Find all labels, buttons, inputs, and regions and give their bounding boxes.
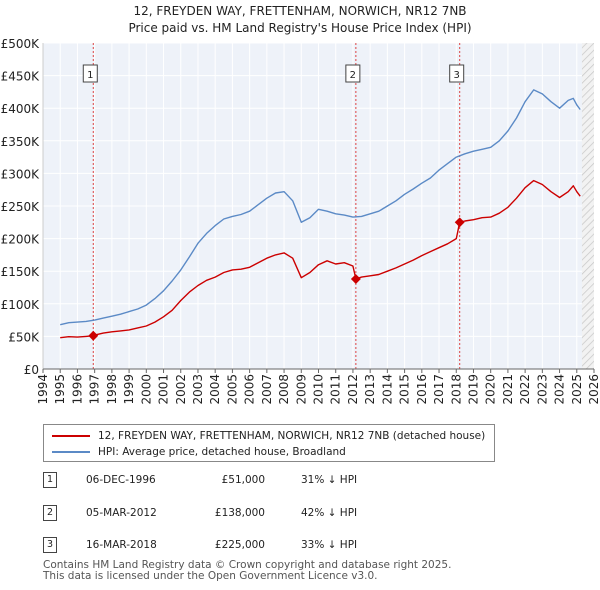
sale-number-badge: 2 [43,505,57,521]
sale-point [454,217,465,228]
x-tick-label: 2017 [432,374,446,405]
y-tick-label: £100K [1,298,41,312]
sale-point [350,274,361,284]
sale-label-box [82,64,98,83]
x-tick-label: 2014 [380,374,394,405]
y-tick-label: £500K [1,37,41,51]
sale-row: 1 06-DEC-1996 £51,000 31% ↓ HPI [43,472,463,490]
x-tick-label: 2000 [139,374,153,405]
sale-label-box [345,64,361,83]
legend-label-property: 12, FREYDEN WAY, FRETTENHAM, NORWICH, NR… [98,430,486,442]
x-tick-label: 2004 [208,374,222,405]
legend-swatch-hpi [52,451,90,453]
x-tick-label: 2018 [449,374,463,405]
footer-copyright: Contains HM Land Registry data © Crown c… [43,559,452,571]
sale-label-number: 2 [350,70,356,81]
x-tick-label: 1998 [105,374,119,405]
sale-price: £225,000 [214,539,265,551]
y-tick-label: £400K [1,102,41,116]
x-tick-label: 1995 [53,374,67,405]
footer-licence: This data is licensed under the Open Gov… [43,570,378,582]
sale-label-box [449,64,465,83]
x-tick-label: 2009 [294,374,308,405]
x-tick-label: 2020 [484,374,498,405]
y-tick-label: £0 [24,363,39,377]
x-tick-label: 2007 [260,374,274,405]
x-tick-label: 2011 [329,374,343,405]
sale-date: 06-DEC-1996 [86,474,156,486]
y-tick-label: £50K [8,330,40,344]
sale-hpi-diff: 42% ↓ HPI [301,507,358,519]
sale-price: £51,000 [221,474,265,486]
legend-item-hpi: HPI: Average price, detached house, Broa… [52,444,346,460]
sale-date: 05-MAR-2012 [86,507,157,519]
legend-item-property: 12, FREYDEN WAY, FRETTENHAM, NORWICH, NR… [52,428,485,444]
x-tick-label: 2005 [225,374,239,405]
sale-number-badge: 1 [43,472,57,488]
x-tick-label: 2015 [398,374,412,405]
sale-date: 16-MAR-2018 [86,539,157,551]
x-tick-label: 1994 [36,374,50,405]
x-tick-label: 2019 [466,374,480,405]
x-tick-label: 2008 [277,374,291,405]
x-tick-label: 2013 [363,374,377,405]
sale-label-number: 1 [87,70,93,81]
sale-price: £138,000 [214,507,265,519]
x-tick-label: 2003 [191,374,205,405]
x-tick-label: 2001 [157,374,171,405]
y-tick-label: £350K [1,135,41,149]
y-tick-label: £300K [1,167,41,181]
legend-swatch-property [52,435,90,437]
sale-number-badge: 3 [43,537,57,553]
series-line-property [60,179,581,339]
sale-hpi-diff: 33% ↓ HPI [301,539,358,551]
x-tick-label: 2016 [415,374,429,405]
x-tick-label: 2012 [346,374,360,405]
sale-row: 3 16-MAR-2018 £225,000 33% ↓ HPI [43,537,463,555]
x-tick-label: 2006 [243,374,257,405]
x-tick-label: 2010 [312,374,326,405]
x-tick-label: 1997 [88,374,102,405]
x-tick-label: 1996 [70,374,84,405]
y-tick-label: £250K [1,200,41,214]
chart-subtitle: Price paid vs. HM Land Registry's House … [128,21,471,35]
x-tick-label: 2025 [570,374,584,405]
y-tick-label: £150K [1,265,41,279]
x-tick-label: 1999 [122,374,136,405]
forecast-region [581,43,594,369]
chart-legend: 12, FREYDEN WAY, FRETTENHAM, NORWICH, NR… [43,424,495,462]
chart-title: 12, FREYDEN WAY, FRETTENHAM, NORWICH, NR… [133,4,466,18]
sale-row: 2 05-MAR-2012 £138,000 42% ↓ HPI [43,505,463,523]
x-tick-label: 2022 [518,374,532,405]
legend-label-hpi: HPI: Average price, detached house, Broa… [98,446,346,458]
x-tick-label: 2024 [553,374,567,405]
price-chart: 12, FREYDEN WAY, FRETTENHAM, NORWICH, NR… [1,4,600,405]
y-tick-label: £200K [1,233,41,247]
footer-attribution: Contains HM Land Registry data © Crown c… [43,560,451,582]
x-tick-label: 2021 [501,374,515,405]
x-tick-label: 2026 [587,374,600,405]
sale-label-number: 3 [454,70,460,81]
x-tick-label: 2002 [174,374,188,405]
y-tick-label: £450K [1,70,41,84]
sale-hpi-diff: 31% ↓ HPI [301,474,358,486]
series-line-hpi [60,89,581,326]
x-tick-label: 2023 [535,374,549,405]
